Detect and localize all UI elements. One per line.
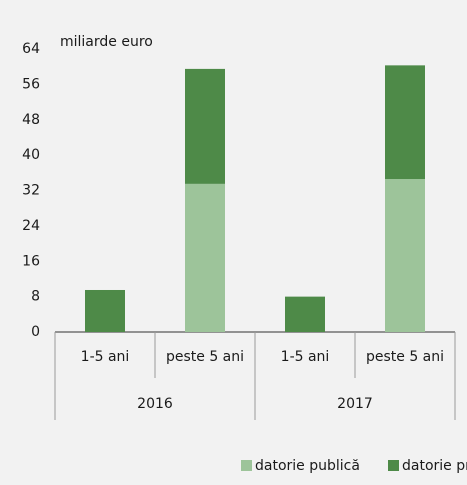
bar-segment — [185, 68, 225, 184]
x-tick-label: 1-5 ani — [281, 349, 330, 365]
bar-segment — [385, 179, 425, 332]
bar-segment — [85, 289, 125, 332]
legend-label: datorie publică — [255, 458, 360, 474]
bar-segment — [185, 183, 225, 332]
y-tick-label: 16 — [22, 253, 40, 269]
group-label: 2017 — [337, 396, 373, 412]
x-tick-label: peste 5 ani — [166, 349, 244, 365]
group-label: 2016 — [137, 396, 173, 412]
legend-swatch — [388, 460, 399, 471]
legend-label: datorie privată — [402, 458, 467, 474]
x-tick-label: 1-5 ani — [81, 349, 130, 365]
y-tick-label: 48 — [22, 112, 40, 128]
legend-swatch — [241, 460, 252, 471]
y-tick-label: 40 — [22, 147, 40, 163]
y-tick-label: 64 — [22, 41, 40, 57]
y-tick-label: 56 — [22, 76, 40, 92]
bar-segment — [285, 296, 325, 332]
y-tick-label: 32 — [22, 183, 40, 199]
x-tick-label: peste 5 ani — [366, 349, 444, 365]
y-tick-label: 0 — [31, 324, 40, 340]
y-axis-label: miliarde euro — [60, 34, 153, 50]
y-tick-label: 8 — [31, 289, 40, 305]
y-tick-label: 24 — [22, 218, 40, 234]
bar-segment — [385, 65, 425, 180]
